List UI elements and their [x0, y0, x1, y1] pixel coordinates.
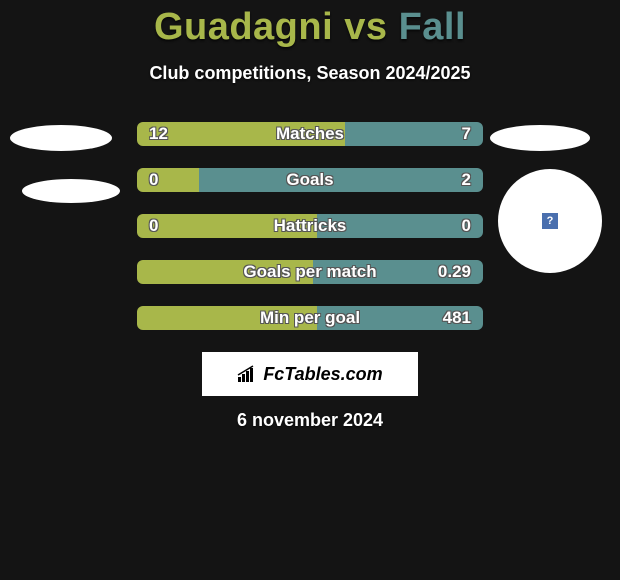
decorative-ellipse [490, 125, 590, 151]
decorative-ellipse [10, 125, 112, 151]
date-label: 6 november 2024 [0, 410, 620, 431]
stat-value-right: 481 [443, 306, 471, 330]
decorative-ellipse [22, 179, 120, 203]
chart-icon [237, 365, 259, 383]
stat-row: Goals0 2 [137, 168, 483, 192]
subtitle: Club competitions, Season 2024/2025 [0, 63, 620, 84]
stat-row: Matches12 7 [137, 122, 483, 146]
player-badge: ? [498, 169, 602, 273]
question-icon: ? [542, 213, 558, 229]
stat-row: Goals per match0.29 [137, 260, 483, 284]
stat-row: Hattricks0 0 [137, 214, 483, 238]
stat-label: Goals per match [137, 260, 483, 284]
brand-box[interactable]: FcTables.com [202, 352, 418, 396]
title-vs: vs [344, 6, 387, 48]
stat-value-left: 12 [149, 122, 168, 146]
stat-value-left: 0 [149, 214, 158, 238]
stat-value-right: 0.29 [438, 260, 471, 284]
stat-value-right: 7 [462, 122, 471, 146]
stat-label: Goals [137, 168, 483, 192]
stat-value-right: 2 [462, 168, 471, 192]
stat-row: Min per goal481 [137, 306, 483, 330]
stat-value-left: 0 [149, 168, 158, 192]
stat-label: Matches [137, 122, 483, 146]
title-player-a: Guadagni [154, 6, 333, 48]
page-title: Guadagni vs Fall [0, 0, 620, 49]
stat-label: Hattricks [137, 214, 483, 238]
stat-value-right: 0 [462, 214, 471, 238]
stat-label: Min per goal [137, 306, 483, 330]
title-player-b: Fall [399, 6, 466, 48]
comparison-chart: Matches127Goals02Hattricks00Goals per ma… [137, 122, 483, 330]
brand-text: FcTables.com [263, 364, 382, 385]
brand-label: FcTables.com [237, 364, 382, 385]
